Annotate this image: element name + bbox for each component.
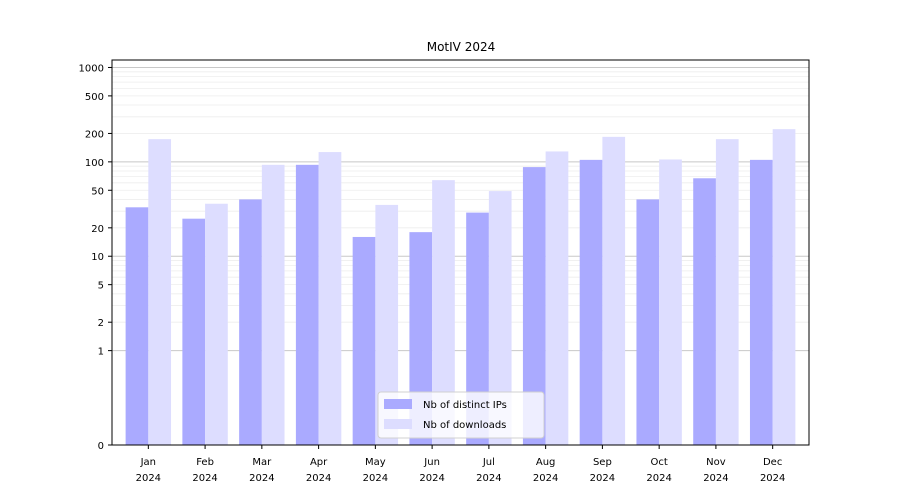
- legend-swatch: [384, 399, 412, 409]
- plot-frame: [111, 59, 810, 446]
- bar-downloads: [375, 204, 399, 445]
- y-tick-label: 1: [98, 347, 104, 358]
- bar-distinct-ips: [466, 212, 489, 445]
- x-tick-label-year: 2024: [590, 473, 615, 484]
- bar-downloads: [148, 139, 172, 445]
- x-tick-label-month: Jun: [423, 457, 440, 468]
- x-tick-label-month: Apr: [310, 457, 328, 468]
- chart-title: MotIV 2024: [427, 40, 496, 54]
- x-tick-label-month: Nov: [706, 457, 726, 468]
- y-tick-label: 1000: [79, 63, 104, 74]
- x-tick-label-month: Sep: [593, 457, 612, 468]
- legend: Nb of distinct IPs Nb of downloads: [377, 391, 545, 439]
- x-tick-label-month: Oct: [651, 457, 668, 468]
- y-tick-label: 10: [91, 252, 104, 263]
- bar-distinct-ips: [125, 207, 149, 445]
- x-tick-label-year: 2024: [306, 473, 331, 484]
- bar-distinct-ips: [239, 199, 262, 445]
- legend-label: Nb of distinct IPs: [423, 400, 507, 411]
- bar-downloads: [432, 180, 455, 445]
- legend-swatch: [384, 419, 412, 429]
- x-tick-label-year: 2024: [703, 473, 728, 484]
- x-tick-label-year: 2024: [533, 473, 558, 484]
- legend-box: [377, 391, 545, 439]
- x-tick-label-month: Aug: [536, 457, 556, 468]
- legend-label: Nb of downloads: [423, 420, 506, 431]
- y-tick-label: 5: [98, 281, 104, 292]
- bar-distinct-ips: [295, 164, 319, 445]
- y-axis: 0 1 2 5 10 20 50 100 200 500 1000: [79, 63, 112, 452]
- grid-lines: [112, 66, 809, 352]
- bar-distinct-ips: [693, 178, 716, 445]
- x-tick-label-month: Dec: [763, 457, 782, 468]
- x-axis: Jan 2024 Feb 2024 Mar 2024 Apr 2024 May 2024 Jun 20…: [136, 445, 785, 484]
- bar-downloads: [205, 203, 228, 445]
- y-tick-label: 0: [98, 441, 104, 452]
- x-tick-label-year: 2024: [760, 473, 785, 484]
- bar-downloads: [318, 152, 342, 445]
- bar-distinct-ips: [636, 199, 660, 445]
- y-tick-label: 2: [98, 318, 104, 329]
- x-tick-label-month: May: [365, 457, 386, 468]
- y-tick-label: 20: [91, 224, 104, 235]
- x-tick-label-year: 2024: [646, 473, 671, 484]
- bar-downloads: [261, 164, 285, 445]
- x-tick-label-month: Feb: [196, 457, 214, 468]
- bar-downloads: [545, 151, 569, 446]
- bar-distinct-ips: [579, 159, 603, 446]
- y-tick-label: 200: [85, 129, 104, 140]
- x-tick-label-year: 2024: [192, 473, 217, 484]
- bar-downloads: [772, 129, 796, 446]
- bar-downloads: [659, 159, 682, 445]
- bar-distinct-ips: [352, 236, 376, 445]
- bar-downloads: [602, 136, 626, 446]
- x-tick-label-year: 2024: [363, 473, 388, 484]
- y-tick-label: 100: [85, 158, 104, 169]
- y-tick-label: 500: [85, 92, 104, 103]
- x-tick-label-year: 2024: [249, 473, 274, 484]
- bar-downloads: [715, 139, 739, 445]
- bar-downloads: [488, 191, 512, 445]
- x-tick-label-month: Mar: [252, 457, 272, 468]
- bar-distinct-ips: [522, 167, 546, 445]
- bar-distinct-ips: [749, 159, 773, 446]
- x-tick-label-year: 2024: [476, 473, 501, 484]
- x-tick-label-month: Jan: [140, 457, 156, 468]
- x-tick-label-year: 2024: [419, 473, 444, 484]
- x-tick-label-month: Jul: [482, 457, 495, 468]
- y-tick-label: 50: [91, 186, 104, 197]
- bar-distinct-ips: [182, 218, 206, 445]
- x-tick-label-year: 2024: [136, 473, 161, 484]
